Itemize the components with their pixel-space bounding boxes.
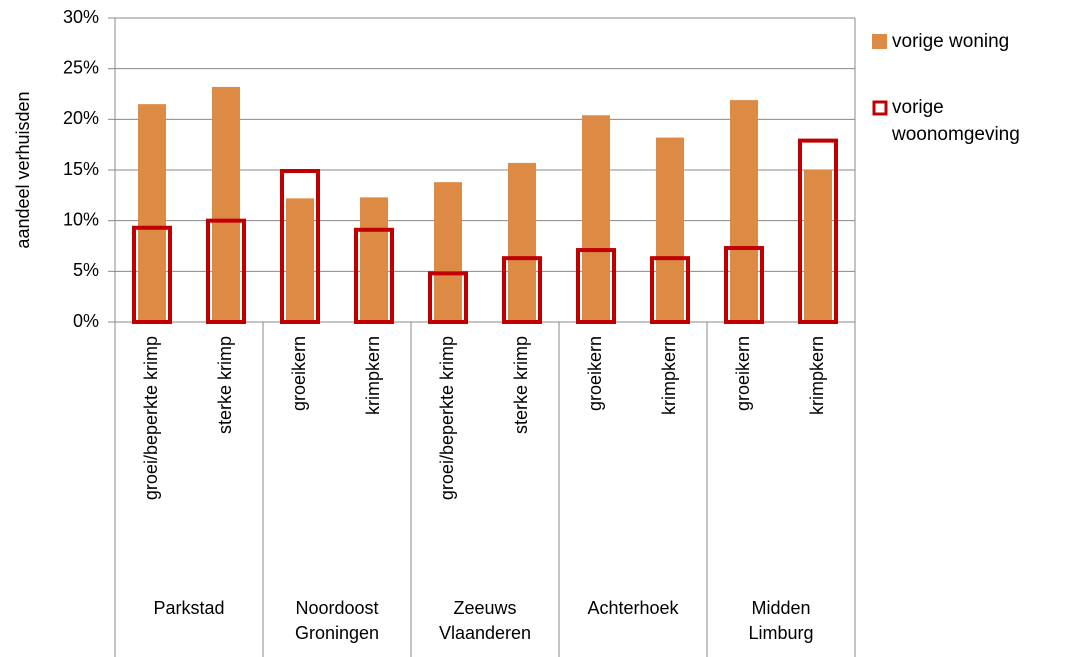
bar xyxy=(212,86,240,322)
legend-label: vorige woonomgeving xyxy=(892,97,1020,145)
bar xyxy=(582,115,610,322)
y-tick-label: 10% xyxy=(63,209,99,229)
x-tick-label: sterke krimp xyxy=(215,336,235,434)
bar xyxy=(730,100,758,322)
x-tick-label: groeikern xyxy=(289,336,309,411)
bar xyxy=(656,137,684,322)
y-tick-label: 30% xyxy=(63,7,99,27)
bar xyxy=(360,197,388,322)
bar-outline xyxy=(280,169,320,324)
bar xyxy=(286,198,314,322)
x-tick-label: groeikern xyxy=(733,336,753,411)
x-tick-label: groei/beperkte krimp xyxy=(141,336,161,500)
group-label: Midden Limburg xyxy=(748,598,814,643)
bar xyxy=(508,162,536,322)
group-label: Achterhoek xyxy=(587,598,679,618)
group-label: Parkstad xyxy=(153,598,225,618)
y-axis-title: aandeel verhuisden xyxy=(13,91,33,248)
legend-swatch xyxy=(872,34,887,49)
group-label: Noordoost Groningen xyxy=(294,598,380,643)
x-tick-label: krimpkern xyxy=(363,336,383,415)
bar-outline xyxy=(798,138,838,324)
y-tick-label: 15% xyxy=(63,159,99,179)
bar-outline xyxy=(428,271,468,324)
y-tick-label: 25% xyxy=(63,57,99,77)
bar-outline xyxy=(650,256,690,325)
bar xyxy=(804,170,832,322)
bar-outline xyxy=(206,218,246,325)
y-tick-label: 20% xyxy=(63,108,99,128)
x-tick-label: groei/beperkte krimp xyxy=(437,336,457,500)
bar-outline xyxy=(354,227,394,324)
bar-outline xyxy=(576,248,616,324)
group-label: Zeeuws Vlaanderen xyxy=(438,598,532,643)
x-tick-label: krimpkern xyxy=(807,336,827,415)
x-tick-label: sterke krimp xyxy=(511,336,531,434)
bar-outline xyxy=(724,246,764,325)
legend-swatch xyxy=(872,100,888,116)
bar-outline xyxy=(132,225,172,324)
bar xyxy=(434,182,462,322)
x-tick-label: krimpkern xyxy=(659,336,679,415)
bar xyxy=(138,104,166,322)
bar-outline xyxy=(502,256,542,325)
x-tick-label: groeikern xyxy=(585,336,605,411)
y-tick-label: 5% xyxy=(73,260,99,280)
y-tick-label: 0% xyxy=(73,311,99,331)
legend-label: vorige woning xyxy=(892,31,1010,52)
